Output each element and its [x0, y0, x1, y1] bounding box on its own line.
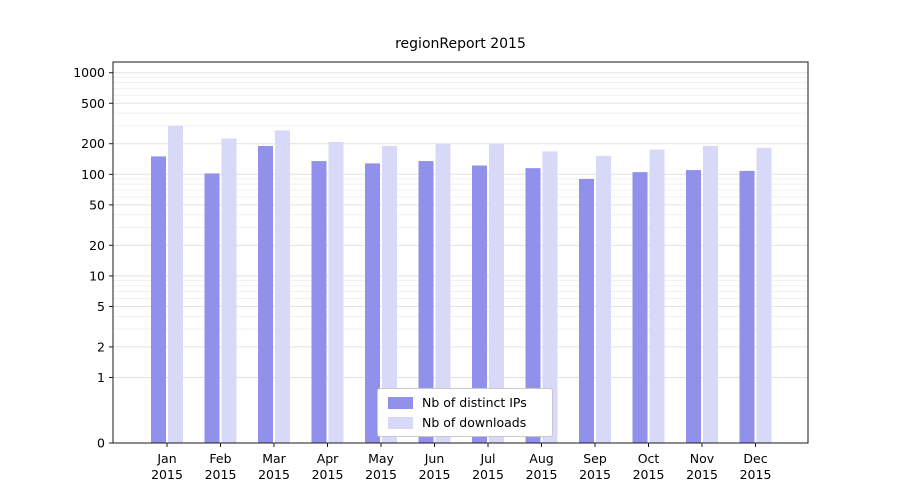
bar-jul-distinct-ips: [472, 165, 487, 443]
legend-item-downloads: Nb of downloads: [388, 415, 542, 430]
legend-swatch-distinct-ips: [388, 396, 413, 409]
y-tick-label: 5: [97, 299, 105, 314]
x-tick-label-year: 2015: [258, 467, 290, 482]
y-tick-label: 100: [81, 167, 105, 182]
legend-label-downloads: Nb of downloads: [422, 415, 527, 430]
x-tick-label-year: 2015: [312, 467, 344, 482]
x-tick-label-month: May: [368, 451, 394, 466]
y-tick-label: 50: [89, 197, 105, 212]
y-tick-label: 0: [97, 436, 105, 451]
bar-sep-downloads: [596, 155, 611, 443]
axis-ticks: 01251020501002005001000Jan2015Feb2015Mar…: [73, 65, 771, 482]
x-tick-label-year: 2015: [205, 467, 237, 482]
y-tick-label: 200: [81, 136, 105, 151]
bar-oct-downloads: [649, 149, 665, 443]
legend-label-distinct-ips: Nb of distinct IPs: [422, 395, 527, 410]
x-tick-label-month: Oct: [638, 451, 660, 466]
chart-title: regionReport 2015: [395, 36, 526, 52]
bar-jan-downloads: [168, 125, 183, 444]
x-tick-label-year: 2015: [151, 467, 183, 482]
bar-feb-distinct-ips: [204, 173, 220, 444]
x-tick-label-month: Jun: [424, 451, 445, 466]
y-tick-label: 20: [89, 238, 105, 253]
x-tick-label-year: 2015: [472, 467, 504, 482]
bar-mar-distinct-ips: [258, 145, 273, 443]
x-tick-label-month: Mar: [262, 451, 286, 466]
bar-aug-downloads: [542, 151, 558, 443]
bar-jun-distinct-ips: [418, 161, 434, 443]
x-tick-label-month: Nov: [690, 451, 715, 466]
bar-mar-downloads: [275, 130, 290, 443]
bar-may-downloads: [382, 145, 397, 443]
x-tick-label-month: Jan: [156, 451, 176, 466]
x-tick-label-month: Sep: [583, 451, 607, 466]
x-tick-label-year: 2015: [740, 467, 772, 482]
x-tick-label-month: Jul: [479, 451, 495, 466]
x-tick-label-year: 2015: [633, 467, 665, 482]
x-tick-label-month: Aug: [529, 451, 553, 466]
y-tick-label: 1000: [73, 65, 105, 80]
x-tick-label-month: Apr: [317, 451, 339, 466]
bar-nov-distinct-ips: [686, 170, 701, 444]
legend-swatch-downloads: [388, 416, 413, 429]
bar-dec-distinct-ips: [739, 170, 755, 443]
x-tick-label-year: 2015: [365, 467, 397, 482]
bar-nov-downloads: [703, 145, 718, 443]
bar-jun-downloads: [435, 143, 451, 444]
bar-apr-distinct-ips: [311, 161, 327, 443]
bar-jul-downloads: [489, 143, 504, 444]
x-tick-label-year: 2015: [579, 467, 611, 482]
bar-jan-distinct-ips: [151, 156, 166, 444]
y-tick-label: 2: [97, 339, 105, 354]
x-tick-label-year: 2015: [526, 467, 558, 482]
y-tick-label: 10: [89, 268, 105, 283]
plot-border: [112, 61, 809, 444]
bar-sep-distinct-ips: [579, 178, 594, 443]
x-tick-label-month: Feb: [209, 451, 231, 466]
y-tick-label: 500: [81, 96, 105, 111]
bar-dec-downloads: [756, 147, 772, 443]
y-tick-label: 1: [97, 370, 105, 385]
x-tick-label-month: Dec: [743, 451, 767, 466]
bar-aug-distinct-ips: [525, 168, 541, 443]
bars: [151, 125, 772, 444]
bar-feb-downloads: [221, 138, 237, 443]
legend: Nb of distinct IPs Nb of downloads: [377, 388, 553, 437]
bar-oct-distinct-ips: [632, 172, 648, 444]
x-tick-label-year: 2015: [686, 467, 718, 482]
bar-apr-downloads: [328, 141, 344, 443]
legend-item-distinct-ips: Nb of distinct IPs: [388, 395, 542, 410]
bar-may-distinct-ips: [365, 163, 380, 443]
x-tick-label-year: 2015: [419, 467, 451, 482]
